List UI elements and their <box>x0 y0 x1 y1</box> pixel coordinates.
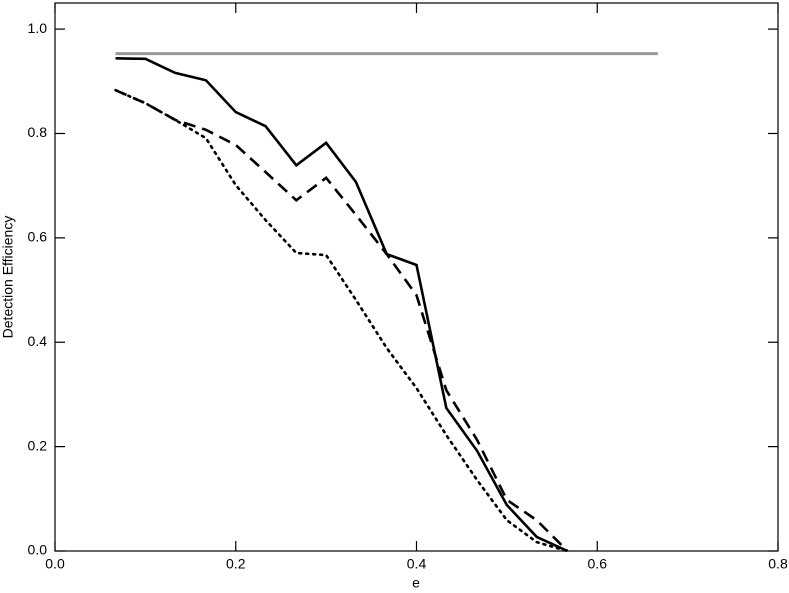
data-line <box>115 88 569 552</box>
plot-frame <box>54 2 779 552</box>
x-axis-label: e <box>412 575 420 591</box>
y-tick-label: 0.0 <box>28 542 48 558</box>
x-tick-label: 0.8 <box>768 556 788 572</box>
y-axis-label: Detection Efficiency <box>0 216 16 339</box>
x-tick-label: 0.6 <box>588 556 608 572</box>
x-tick-label: 0.4 <box>407 556 427 572</box>
x-tick-label: 0.0 <box>45 556 65 572</box>
y-tick-label: 0.6 <box>28 229 48 245</box>
y-tick-label: 1.0 <box>28 20 48 36</box>
data-line <box>115 57 568 553</box>
y-tick-label: 0.4 <box>28 333 48 349</box>
x-tick-label: 0.2 <box>226 556 246 572</box>
data-line <box>114 88 569 553</box>
y-tick-label: 0.8 <box>28 124 48 140</box>
y-tick-label: 0.2 <box>28 437 48 453</box>
